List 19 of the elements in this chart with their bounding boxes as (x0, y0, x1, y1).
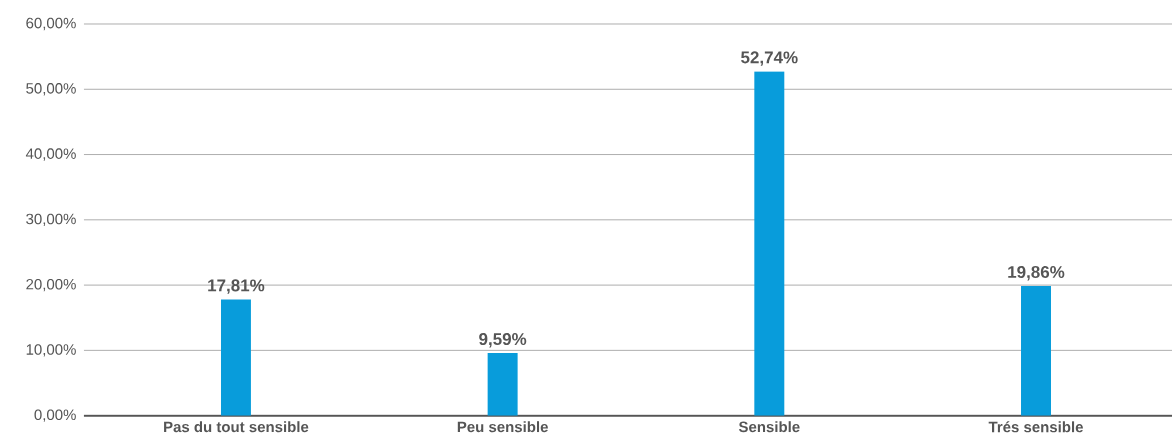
x-tick-label: Peu sensible (457, 421, 548, 433)
bar (754, 71, 785, 416)
bar (220, 299, 251, 416)
y-tick-label: 60,00% (26, 17, 76, 31)
y-tick-label: 30,00% (26, 213, 76, 227)
x-tick-label: Sensible (738, 421, 800, 433)
x-tick-label: Trés sensible (988, 421, 1083, 433)
y-tick-label: 50,00% (26, 83, 76, 96)
y-tick-label: 20,00% (26, 279, 76, 292)
bar (1021, 286, 1051, 416)
data-label: 9,59% (479, 333, 527, 348)
y-tick-label: 10,00% (26, 344, 76, 357)
x-tick-label: Pas du tout sensible (164, 421, 309, 433)
y-tick-label: 0,00% (34, 409, 76, 423)
data-label: 19,86% (1008, 266, 1065, 281)
bar (487, 353, 518, 416)
y-tick-label: 40,00% (25, 148, 76, 161)
data-label: 17,81% (208, 279, 265, 295)
data-label: 52,74% (741, 51, 798, 67)
